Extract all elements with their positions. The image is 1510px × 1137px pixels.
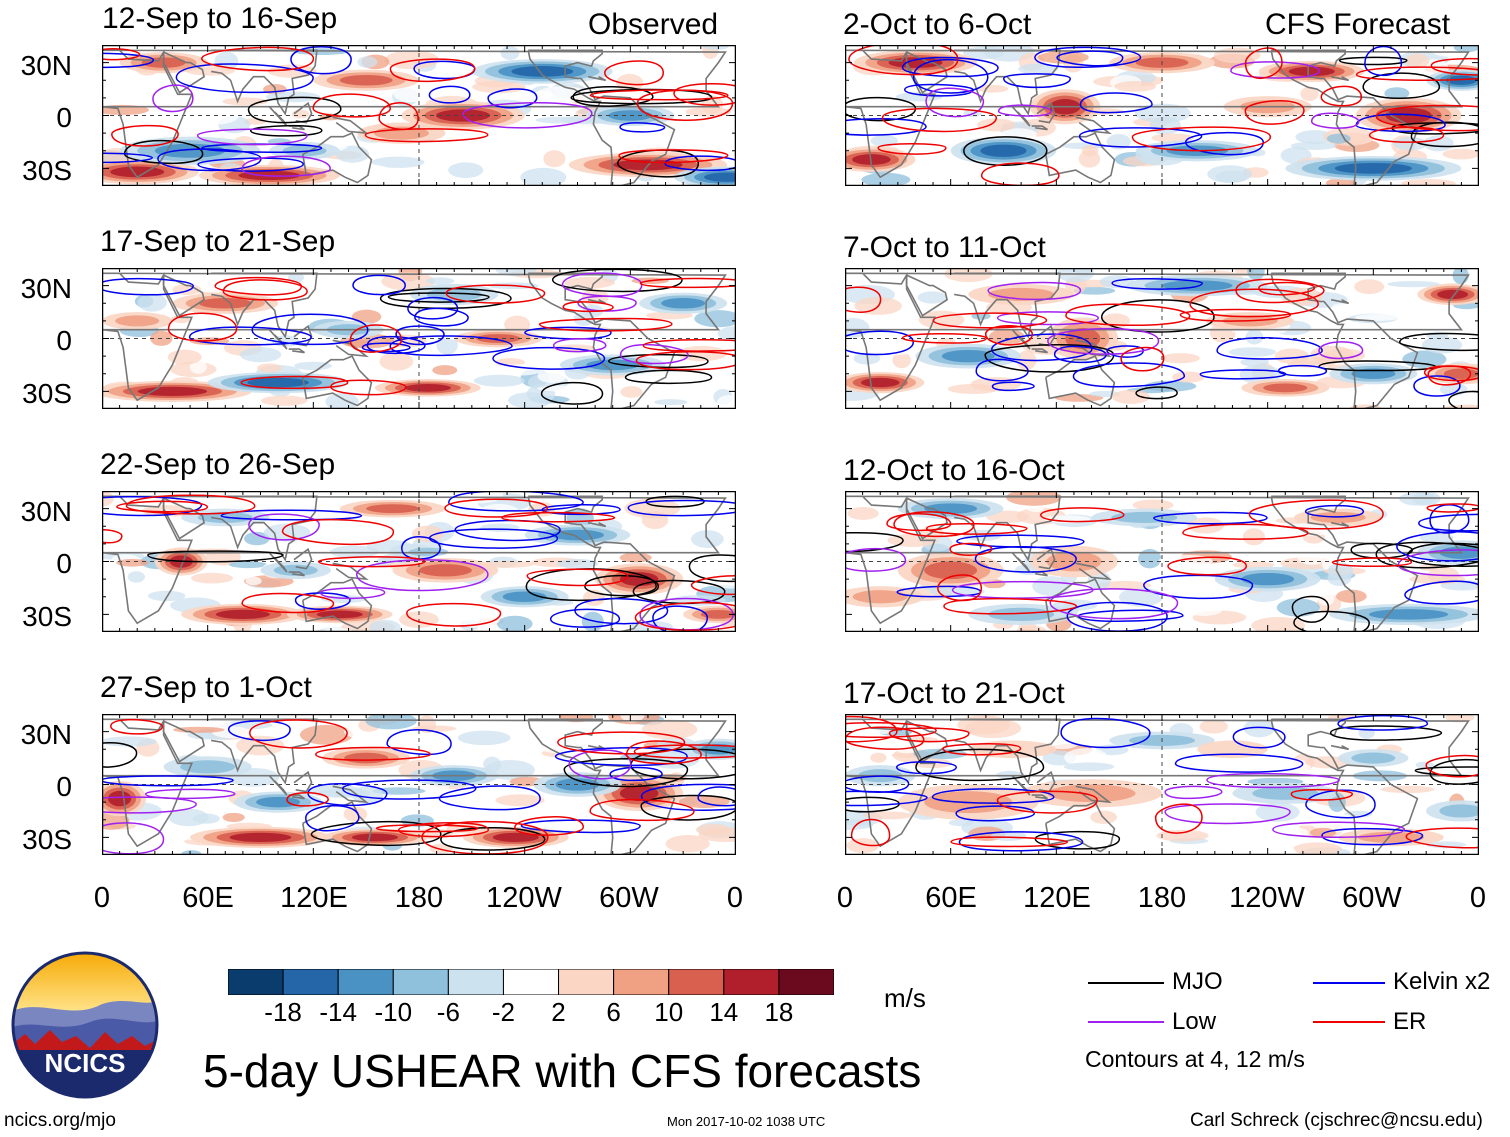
y-tick-30n-row4: 30N	[20, 719, 72, 750]
legend-label-mjo: MJO	[1172, 968, 1223, 995]
map-panel-3	[102, 491, 736, 632]
contour-note: Contours at 4, 12 m/s	[1085, 1046, 1305, 1072]
colorbar-swatch-10	[778, 969, 834, 995]
map-panel-4	[102, 714, 736, 855]
legend-label-low: Low	[1172, 1008, 1217, 1035]
map-panel-7	[845, 491, 1479, 632]
panel-title-8: 17-Oct to 21-Oct	[843, 677, 1065, 710]
y-tick-0-row4: 0	[56, 771, 72, 802]
y-tick-0-row3: 0	[56, 548, 72, 579]
x-tick-left-0: 0	[93, 882, 111, 914]
legend-line-low	[1088, 1021, 1164, 1023]
x-tick-left-180: 180	[394, 882, 444, 914]
x-tick-right-120e: 120E	[1023, 882, 1091, 914]
panel-title-6: 7-Oct to 11-Oct	[843, 231, 1046, 264]
panel-title-4: 27-Sep to 1-Oct	[100, 671, 312, 704]
colorbar-label-2: -10	[374, 997, 413, 1027]
colorbar-label-5: 2	[551, 997, 566, 1027]
x-tick-right-0: 0	[836, 882, 854, 914]
map-panel-6	[845, 268, 1479, 409]
colorbar-label-7: 10	[654, 997, 684, 1027]
y-tick-0-row2: 0	[56, 325, 72, 356]
colorbar-label-3: -6	[436, 997, 460, 1027]
legend-label-er: ER	[1393, 1008, 1427, 1035]
colorbar	[228, 969, 834, 995]
map-panel-1	[102, 45, 736, 186]
colorbar-swatch-0	[228, 969, 284, 995]
legend-label-kelvin: Kelvin x2	[1393, 968, 1491, 995]
colorbar-label-4: -2	[491, 997, 516, 1027]
x-tick-left-120e: 120E	[280, 882, 348, 914]
colorbar-swatch-4	[447, 969, 504, 995]
colorbar-swatch-2	[337, 969, 394, 995]
y-tick-30s-row2: 30S	[22, 378, 72, 409]
colorbar-label-9: 18	[764, 997, 794, 1027]
legend-line-mjo	[1088, 982, 1164, 984]
colorbar-swatch-8	[668, 969, 725, 995]
y-tick-30s-row4: 30S	[22, 824, 72, 855]
x-tick-right-60w: 60W	[1342, 882, 1402, 914]
author-credit: Carl Schreck (cjschrec@ncsu.edu)	[1190, 1110, 1483, 1131]
y-tick-30n-row3: 30N	[20, 496, 72, 527]
y-tick-30s-row3: 30S	[22, 601, 72, 632]
map-panel-2	[102, 268, 736, 409]
map-panel-8	[845, 714, 1479, 855]
x-tick-left-120w: 120W	[486, 882, 562, 914]
forecast-label: CFS Forecast	[1265, 8, 1451, 41]
observed-label: Observed	[588, 8, 719, 41]
colorbar-label-1: -14	[319, 997, 357, 1027]
logo-text: NCICS	[45, 1048, 126, 1078]
panel-title-7: 12-Oct to 16-Oct	[843, 454, 1065, 487]
y-tick-0-row1: 0	[56, 102, 72, 133]
colorbar-swatch-6	[558, 969, 615, 995]
x-tick-left-0-end: 0	[726, 882, 744, 914]
colorbar-label-6: 6	[606, 997, 621, 1027]
y-tick-30n-row2: 30N	[20, 273, 72, 304]
y-tick-30n-row1: 30N	[20, 50, 72, 81]
panel-title-1: 12-Sep to 16-Sep	[102, 2, 338, 35]
colorbar-swatch-9	[723, 969, 780, 995]
legend-line-kelvin	[1313, 982, 1385, 984]
x-tick-right-180: 180	[1137, 882, 1187, 914]
source-url: ncics.org/mjo	[4, 1110, 116, 1131]
colorbar-swatch-3	[392, 969, 449, 995]
units-label: m/s	[884, 983, 926, 1013]
panel-title-3: 22-Sep to 26-Sep	[100, 448, 336, 481]
map-panel-5	[845, 45, 1479, 186]
colorbar-swatch-5	[502, 969, 560, 995]
x-tick-right-60e: 60E	[925, 882, 977, 914]
timestamp: Mon 2017-10-02 1038 UTC	[667, 1114, 826, 1129]
legend-line-er	[1313, 1021, 1385, 1023]
colorbar-label-8: 14	[709, 997, 739, 1027]
y-tick-30s-row1: 30S	[22, 155, 72, 186]
main-title: 5-day USHEAR with CFS forecasts	[203, 1045, 922, 1097]
ncics-logo: NCICS	[11, 951, 159, 1099]
x-tick-left-60e: 60E	[182, 882, 234, 914]
colorbar-swatch-7	[613, 969, 670, 995]
x-tick-left-60w: 60W	[599, 882, 659, 914]
x-tick-right-120w: 120W	[1229, 882, 1305, 914]
x-tick-right-0-end: 0	[1469, 882, 1487, 914]
panel-title-5: 2-Oct to 6-Oct	[843, 8, 1032, 41]
colorbar-label-0: -18	[264, 997, 302, 1027]
panel-title-2: 17-Sep to 21-Sep	[100, 225, 336, 258]
colorbar-swatch-1	[282, 969, 339, 995]
